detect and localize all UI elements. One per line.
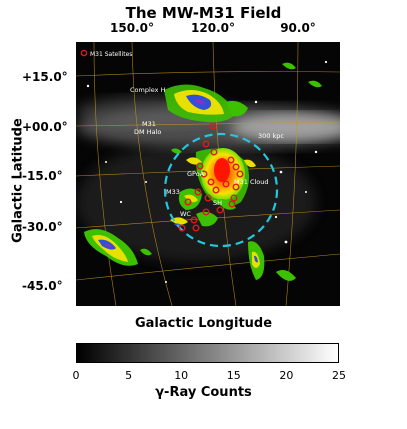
sky-map: M31 Satellites Complex H M31 DM Halo 300… — [76, 42, 340, 306]
annotation-dm-halo: DM Halo — [134, 128, 161, 136]
colorbar-label: γ-Ray Counts — [155, 385, 252, 400]
annotation-wc: WC — [180, 210, 191, 218]
colorbar — [76, 343, 339, 363]
hi-emission-right — [248, 62, 322, 281]
annotation-sh: SH — [213, 199, 222, 207]
legend-entry: M31 Satellites — [90, 51, 132, 58]
x-tick-label: 90.0° — [280, 21, 316, 35]
m31-satellites — [178, 122, 244, 232]
colorbar-tick-label: 0 — [72, 369, 80, 382]
x-tick-label: 120.0° — [191, 21, 235, 35]
hi-emission-complex-h — [164, 84, 248, 123]
chart-title: The MW-M31 Field — [125, 4, 282, 22]
legend-marker — [80, 49, 88, 57]
legend: M31 Satellites — [80, 49, 132, 58]
y-axis-label: Galactic Latitude — [10, 118, 26, 243]
point-sources — [86, 60, 328, 283]
annotation-m31: M31 — [142, 120, 156, 128]
colorbar-tick-label: 5 — [125, 369, 133, 382]
y-tick-label: -45.0° — [22, 279, 63, 293]
annotation-m31-cloud: M31 Cloud — [234, 178, 269, 186]
colorbar-tick-label: 10 — [174, 369, 189, 382]
annotation-300-kpc: 300 kpc — [258, 132, 284, 140]
colorbar-tick-label: 15 — [226, 369, 241, 382]
y-tick-label: -15.0° — [22, 169, 63, 183]
colorbar-tick-label: 25 — [332, 369, 346, 382]
y-tick-label: -30.0° — [22, 220, 63, 234]
x-tick-label: 150.0° — [110, 21, 154, 35]
y-tick-label: +15.0° — [22, 70, 68, 84]
annotation-gpoa: GPoA — [187, 170, 205, 178]
annotation-m33: M33 — [166, 188, 180, 196]
annotation-complex-h: Complex H — [130, 86, 166, 94]
x-axis-label: Galactic Longitude — [134, 316, 273, 331]
hi-emission-lower-left — [84, 229, 152, 266]
dm-halo-circle — [163, 132, 279, 248]
colorbar-tick-label: 20 — [279, 369, 294, 382]
y-tick-label: +00.0° — [22, 120, 68, 134]
